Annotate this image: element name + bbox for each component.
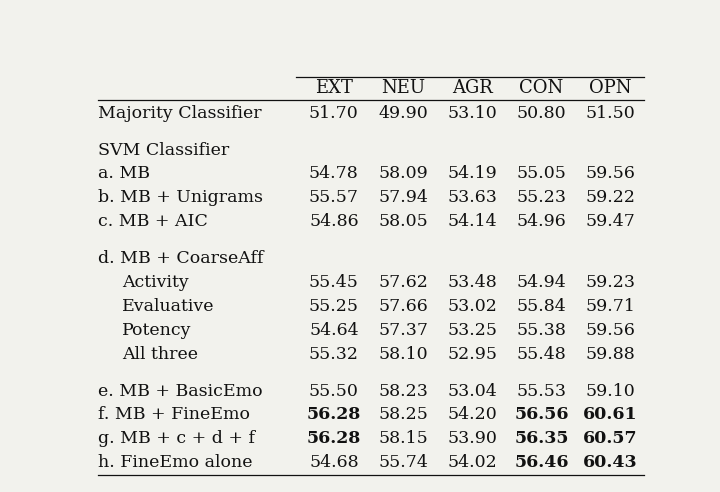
Text: 54.68: 54.68 — [309, 454, 359, 471]
Text: 59.56: 59.56 — [585, 165, 636, 183]
Text: 56.28: 56.28 — [307, 406, 361, 424]
Text: 59.56: 59.56 — [585, 322, 636, 339]
Text: 59.71: 59.71 — [585, 298, 636, 315]
Text: 55.38: 55.38 — [516, 322, 567, 339]
Text: 58.09: 58.09 — [378, 165, 428, 183]
Text: 50.80: 50.80 — [517, 105, 566, 122]
Text: 52.95: 52.95 — [447, 346, 498, 363]
Text: AGR: AGR — [452, 79, 492, 97]
Text: EXT: EXT — [315, 79, 353, 97]
Text: 57.62: 57.62 — [378, 274, 428, 291]
Text: 54.20: 54.20 — [447, 406, 497, 424]
Text: g. MB + c + d + f: g. MB + c + d + f — [99, 430, 256, 447]
Text: 56.46: 56.46 — [514, 454, 569, 471]
Text: 55.74: 55.74 — [378, 454, 428, 471]
Text: 58.15: 58.15 — [378, 430, 428, 447]
Text: NEU: NEU — [381, 79, 425, 97]
Text: 55.32: 55.32 — [309, 346, 359, 363]
Text: 49.90: 49.90 — [378, 105, 428, 122]
Text: 59.22: 59.22 — [585, 189, 636, 206]
Text: 59.10: 59.10 — [586, 383, 636, 400]
Text: 54.02: 54.02 — [447, 454, 497, 471]
Text: 53.48: 53.48 — [447, 274, 497, 291]
Text: OPN: OPN — [590, 79, 632, 97]
Text: 56.56: 56.56 — [514, 406, 569, 424]
Text: b. MB + Unigrams: b. MB + Unigrams — [99, 189, 264, 206]
Text: 54.86: 54.86 — [309, 213, 359, 230]
Text: 55.84: 55.84 — [516, 298, 567, 315]
Text: 51.70: 51.70 — [309, 105, 359, 122]
Text: a. MB: a. MB — [99, 165, 150, 183]
Text: 59.47: 59.47 — [585, 213, 636, 230]
Text: 53.02: 53.02 — [447, 298, 498, 315]
Text: 60.43: 60.43 — [583, 454, 638, 471]
Text: 56.35: 56.35 — [514, 430, 569, 447]
Text: 55.45: 55.45 — [309, 274, 359, 291]
Text: 59.23: 59.23 — [585, 274, 636, 291]
Text: Majority Classifier: Majority Classifier — [99, 105, 262, 122]
Text: CON: CON — [519, 79, 564, 97]
Text: 58.05: 58.05 — [378, 213, 428, 230]
Text: c. MB + AIC: c. MB + AIC — [99, 213, 208, 230]
Text: 55.48: 55.48 — [516, 346, 567, 363]
Text: 60.57: 60.57 — [583, 430, 638, 447]
Text: 51.50: 51.50 — [586, 105, 636, 122]
Text: 54.94: 54.94 — [516, 274, 567, 291]
Text: 53.10: 53.10 — [447, 105, 497, 122]
Text: 58.10: 58.10 — [378, 346, 428, 363]
Text: All three: All three — [122, 346, 198, 363]
Text: SVM Classifier: SVM Classifier — [99, 142, 230, 158]
Text: 55.50: 55.50 — [309, 383, 359, 400]
Text: Potency: Potency — [122, 322, 192, 339]
Text: Evaluative: Evaluative — [122, 298, 215, 315]
Text: 53.63: 53.63 — [447, 189, 498, 206]
Text: d. MB + CoarseAff: d. MB + CoarseAff — [99, 250, 264, 267]
Text: 56.28: 56.28 — [307, 430, 361, 447]
Text: 54.78: 54.78 — [309, 165, 359, 183]
Text: 55.25: 55.25 — [309, 298, 359, 315]
Text: 54.14: 54.14 — [447, 213, 497, 230]
Text: e. MB + BasicEmo: e. MB + BasicEmo — [99, 383, 263, 400]
Text: 59.88: 59.88 — [586, 346, 636, 363]
Text: 57.94: 57.94 — [378, 189, 428, 206]
Text: Activity: Activity — [122, 274, 189, 291]
Text: 57.66: 57.66 — [378, 298, 428, 315]
Text: 55.05: 55.05 — [516, 165, 567, 183]
Text: 54.96: 54.96 — [516, 213, 567, 230]
Text: 58.25: 58.25 — [378, 406, 428, 424]
Text: 55.23: 55.23 — [516, 189, 567, 206]
Text: 53.90: 53.90 — [447, 430, 498, 447]
Text: 55.57: 55.57 — [309, 189, 359, 206]
Text: f. MB + FineEmo: f. MB + FineEmo — [99, 406, 251, 424]
Text: 54.19: 54.19 — [447, 165, 497, 183]
Text: 54.64: 54.64 — [309, 322, 359, 339]
Text: 58.23: 58.23 — [378, 383, 428, 400]
Text: 53.04: 53.04 — [447, 383, 497, 400]
Text: 55.53: 55.53 — [516, 383, 567, 400]
Text: 57.37: 57.37 — [378, 322, 428, 339]
Text: 60.61: 60.61 — [583, 406, 638, 424]
Text: h. FineEmo alone: h. FineEmo alone — [99, 454, 253, 471]
Text: 53.25: 53.25 — [447, 322, 498, 339]
